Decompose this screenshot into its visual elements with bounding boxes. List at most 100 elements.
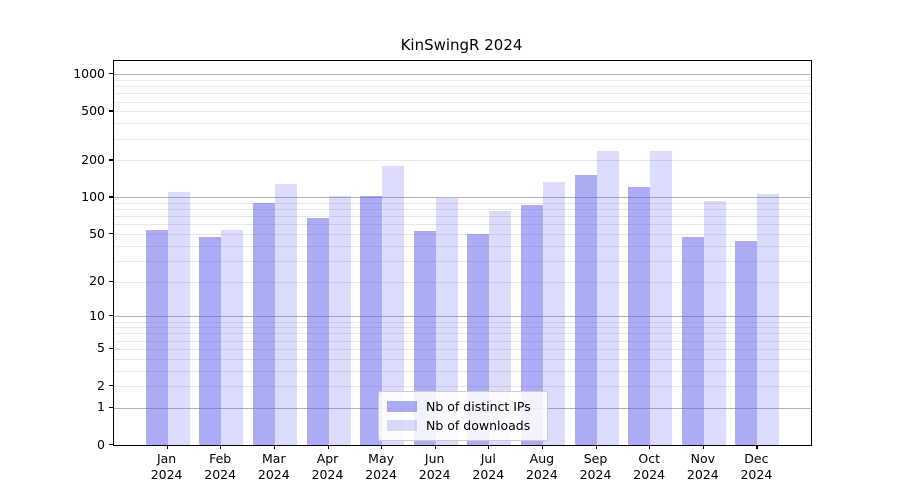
chart-title: KinSwingR 2024 xyxy=(400,36,523,54)
minor-gridline xyxy=(114,358,811,360)
y-tick-mark xyxy=(109,385,113,387)
bar-downloads-apr xyxy=(328,195,351,445)
y-tick-label: 20 xyxy=(89,273,105,289)
bar-downloads-jun xyxy=(435,198,458,445)
x-tick-mark xyxy=(220,445,222,449)
bar-downloads-nov xyxy=(703,200,726,445)
legend: Nb of distinct IPs Nb of downloads xyxy=(378,391,548,441)
x-tick-mark xyxy=(327,445,329,449)
x-tick-label-oct: Oct 2024 xyxy=(633,451,666,482)
minor-gridline xyxy=(114,216,811,218)
minor-gridline xyxy=(114,260,811,262)
y-tick-mark xyxy=(109,406,113,408)
bar-downloads-may xyxy=(382,166,405,445)
y-tick-label: 2 xyxy=(97,377,105,393)
major-gridline xyxy=(114,74,811,76)
x-tick-mark xyxy=(434,445,436,449)
minor-gridline xyxy=(114,370,811,372)
minor-gridline xyxy=(114,333,811,335)
minor-gridline xyxy=(114,321,811,323)
major-gridline xyxy=(114,316,811,318)
x-tick-label-aug: Aug 2024 xyxy=(525,451,558,482)
minor-gridline xyxy=(114,203,811,204)
y-tick-label: 50 xyxy=(89,225,105,241)
y-tick-mark xyxy=(109,315,113,317)
bar-downloads-jul xyxy=(489,210,512,445)
y-tick-mark xyxy=(109,110,113,112)
bar-downloads-feb xyxy=(221,230,244,445)
y-tick-label: 500 xyxy=(81,102,105,118)
y-tick-mark xyxy=(109,73,113,75)
minor-gridline xyxy=(114,327,811,329)
minor-gridline xyxy=(114,160,811,162)
major-gridline xyxy=(114,197,811,199)
minor-gridline xyxy=(114,348,811,350)
minor-gridline xyxy=(114,86,811,88)
bar-distinct-ips-may xyxy=(360,196,383,445)
legend-label-distinct-ips: Nb of distinct IPs xyxy=(426,399,531,414)
x-tick-label-mar: Mar 2024 xyxy=(257,451,290,482)
bar-downloads-jan xyxy=(167,191,190,445)
y-tick-mark xyxy=(109,196,113,198)
minor-gridline xyxy=(114,224,811,226)
x-tick-mark xyxy=(756,445,758,449)
minor-gridline xyxy=(114,340,811,342)
x-tick-label-dec: Dec 2024 xyxy=(740,451,773,482)
x-tick-label-jun: Jun 2024 xyxy=(418,451,451,482)
legend-swatch-distinct-ips xyxy=(387,401,417,412)
minor-gridline xyxy=(114,79,811,81)
minor-gridline xyxy=(114,386,811,388)
x-tick-mark xyxy=(541,445,544,449)
legend-label-downloads: Nb of downloads xyxy=(426,418,531,433)
x-tick-mark xyxy=(273,445,275,449)
y-tick-label: 200 xyxy=(81,151,105,167)
bar-distinct-ips-sep xyxy=(574,175,597,445)
legend-swatch-downloads xyxy=(387,420,417,431)
legend-row-downloads: Nb of downloads xyxy=(379,416,547,435)
y-tick-label: 1 xyxy=(97,399,105,415)
bar-downloads-sep xyxy=(596,151,619,445)
minor-gridline xyxy=(114,281,811,283)
y-tick-mark xyxy=(109,444,113,446)
x-tick-mark xyxy=(702,445,704,449)
minor-gridline xyxy=(114,123,811,125)
x-tick-label-may: May 2024 xyxy=(365,451,397,482)
x-tick-label-nov: Nov 2024 xyxy=(686,451,719,482)
x-tick-mark xyxy=(595,445,597,449)
y-tick-label: 0 xyxy=(97,436,105,452)
y-tick-mark xyxy=(109,159,113,161)
minor-gridline xyxy=(114,93,811,95)
y-tick-label: 1000 xyxy=(73,65,105,81)
bar-distinct-ips-jan xyxy=(145,230,168,445)
bar-distinct-ips-apr xyxy=(306,217,329,445)
minor-gridline xyxy=(114,111,811,113)
minor-gridline xyxy=(114,245,811,247)
x-tick-mark xyxy=(381,445,383,449)
x-tick-label-feb: Feb 2024 xyxy=(204,451,237,482)
y-tick-mark xyxy=(109,233,113,235)
x-tick-label-jul: Jul 2024 xyxy=(472,451,505,482)
minor-gridline xyxy=(114,234,811,235)
y-tick-label: 100 xyxy=(81,188,105,204)
bar-downloads-aug xyxy=(542,182,565,445)
bar-distinct-ips-feb xyxy=(199,237,222,445)
y-tick-label: 5 xyxy=(97,340,105,356)
x-tick-mark xyxy=(649,445,651,449)
x-tick-label-jan: Jan 2024 xyxy=(150,451,183,482)
plot-area xyxy=(113,60,812,446)
bar-distinct-ips-dec xyxy=(735,240,758,445)
minor-gridline xyxy=(114,209,811,211)
bar-distinct-ips-aug xyxy=(520,205,543,445)
minor-gridline xyxy=(114,101,811,103)
x-tick-mark xyxy=(488,445,490,449)
y-tick-mark xyxy=(109,280,113,282)
legend-row-distinct-ips: Nb of distinct IPs xyxy=(379,397,547,416)
y-tick-mark xyxy=(109,347,113,350)
x-tick-label-apr: Apr 2024 xyxy=(311,451,344,482)
x-tick-mark xyxy=(166,445,168,449)
bar-distinct-ips-oct xyxy=(628,187,651,445)
bar-distinct-ips-mar xyxy=(252,203,275,445)
x-tick-label-sep: Sep 2024 xyxy=(579,451,612,482)
minor-gridline xyxy=(114,138,811,140)
